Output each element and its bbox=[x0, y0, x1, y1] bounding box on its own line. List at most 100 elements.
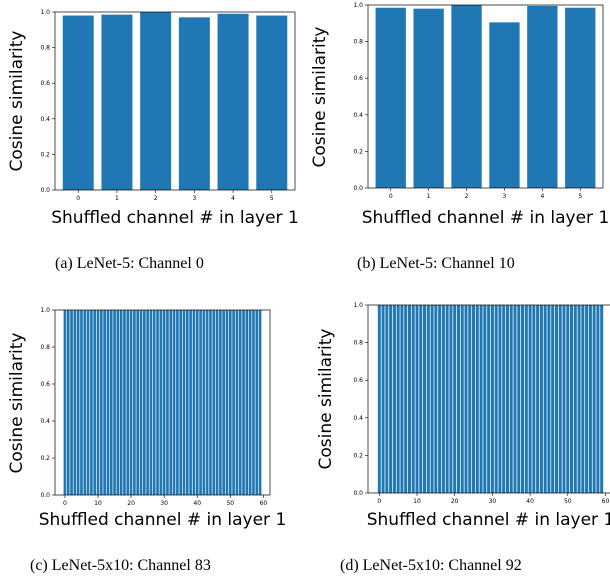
x-tick-label: 4 bbox=[231, 195, 235, 202]
bar bbox=[483, 305, 487, 493]
bar bbox=[219, 310, 222, 495]
x-tick-label: 40 bbox=[193, 500, 201, 507]
bar bbox=[449, 305, 453, 493]
bar bbox=[385, 305, 389, 493]
bar bbox=[142, 310, 146, 495]
bar bbox=[256, 15, 288, 191]
y-tick-label: 0.8 bbox=[353, 340, 363, 347]
bar bbox=[166, 310, 169, 495]
bar bbox=[423, 305, 427, 493]
bar bbox=[392, 305, 396, 493]
bar bbox=[169, 310, 173, 495]
bar bbox=[192, 310, 196, 495]
bar bbox=[487, 305, 491, 493]
plot-frame bbox=[54, 309, 271, 496]
bar bbox=[126, 310, 130, 495]
bar bbox=[562, 305, 566, 493]
bar bbox=[235, 310, 239, 495]
bar bbox=[176, 310, 179, 495]
y-tick-label: 0.6 bbox=[353, 377, 363, 384]
bar bbox=[225, 310, 229, 495]
x-tick-label: 0 bbox=[377, 498, 381, 505]
bar bbox=[129, 310, 133, 495]
bar bbox=[547, 305, 551, 493]
bar bbox=[245, 310, 249, 495]
bar bbox=[182, 310, 186, 495]
bar bbox=[116, 310, 120, 495]
x-tick-label: 3 bbox=[503, 193, 507, 200]
bar bbox=[238, 310, 242, 495]
x-tick-label: 2 bbox=[154, 195, 158, 202]
bar bbox=[453, 305, 457, 493]
bar bbox=[585, 305, 589, 493]
panel-d: 0 10 20 30 40 50 60 0.0 0.2 0.4 0.6 0.8 1.0 Shuffled … bbox=[305, 300, 610, 550]
bar bbox=[222, 310, 226, 495]
bar bbox=[96, 310, 100, 495]
bar bbox=[258, 310, 262, 495]
bar bbox=[528, 305, 532, 493]
chart-svg: 0 10 20 30 40 50 60 0.0 0.2 0.4 0.6 0.8 1.0 Shuffled … bbox=[7, 307, 286, 530]
bar bbox=[103, 310, 106, 495]
x-tick-label: 20 bbox=[451, 498, 459, 505]
y-axis-label: Cosine similarity bbox=[7, 333, 27, 474]
bar bbox=[536, 305, 540, 493]
bars-group bbox=[377, 305, 604, 493]
y-tick-label: 0.6 bbox=[353, 75, 363, 82]
plot-frame bbox=[367, 304, 610, 494]
bar bbox=[441, 305, 445, 493]
bar bbox=[509, 305, 513, 493]
bar bbox=[596, 305, 600, 493]
caption-b: (b) LeNet-5: Channel 10 bbox=[357, 255, 515, 272]
bar bbox=[581, 305, 585, 493]
bar bbox=[140, 12, 172, 190]
bar bbox=[438, 305, 442, 493]
bar bbox=[489, 22, 520, 188]
y-tick-label: 0.2 bbox=[353, 452, 363, 459]
bar bbox=[502, 305, 506, 493]
bar bbox=[479, 305, 483, 493]
y-tick-label: 1.0 bbox=[40, 9, 50, 16]
bar bbox=[426, 305, 430, 493]
bar bbox=[588, 305, 592, 493]
chart-svg: 0 1 2 3 4 5 0.0 0.2 0.4 0.6 0.8 1.0 Shuffled channel… bbox=[310, 2, 610, 228]
bar bbox=[152, 310, 156, 495]
x-tick-label: 10 bbox=[94, 500, 102, 507]
bar bbox=[456, 305, 460, 493]
panel-b: 0 1 2 3 4 5 0.0 0.2 0.4 0.6 0.8 1.0 Shuffled channel… bbox=[305, 0, 610, 250]
bar bbox=[179, 310, 183, 495]
y-tick-label: 0.0 bbox=[353, 490, 363, 497]
bar bbox=[472, 305, 476, 493]
x-axis-label: Shuffled channel # in layer 1 bbox=[362, 208, 610, 228]
x-tick-label: 0 bbox=[389, 193, 393, 200]
bar bbox=[404, 305, 408, 493]
bar bbox=[83, 310, 87, 495]
y-tick-label: 0.8 bbox=[40, 45, 50, 52]
y-tick-label: 1.0 bbox=[40, 307, 50, 314]
bar bbox=[113, 310, 116, 495]
bar bbox=[532, 305, 536, 493]
bar bbox=[513, 305, 517, 493]
bar bbox=[62, 15, 94, 191]
bar bbox=[195, 310, 199, 495]
x-tick-label: 0 bbox=[63, 500, 67, 507]
bar bbox=[93, 310, 97, 495]
bar bbox=[212, 310, 216, 495]
bar bbox=[570, 305, 574, 493]
x-tick-label: 5 bbox=[270, 195, 274, 202]
bar bbox=[101, 14, 133, 191]
x-tick-label: 0 bbox=[76, 195, 80, 202]
bar bbox=[434, 305, 438, 493]
x-tick-label: 2 bbox=[465, 193, 469, 200]
bar bbox=[215, 310, 219, 495]
bar bbox=[159, 310, 163, 495]
x-tick-label: 50 bbox=[564, 498, 572, 505]
x-tick-label: 1 bbox=[115, 195, 119, 202]
bar bbox=[156, 310, 159, 495]
bar bbox=[73, 310, 77, 495]
bar bbox=[505, 305, 509, 493]
bar bbox=[554, 305, 558, 493]
bar bbox=[209, 310, 212, 495]
chart-svg: 0 1 2 3 4 5 0.0 0.2 0.4 0.6 0.8 1.0 Shuffled channel… bbox=[7, 9, 299, 228]
y-tick-label: 0.4 bbox=[40, 418, 50, 425]
bar bbox=[517, 305, 521, 493]
